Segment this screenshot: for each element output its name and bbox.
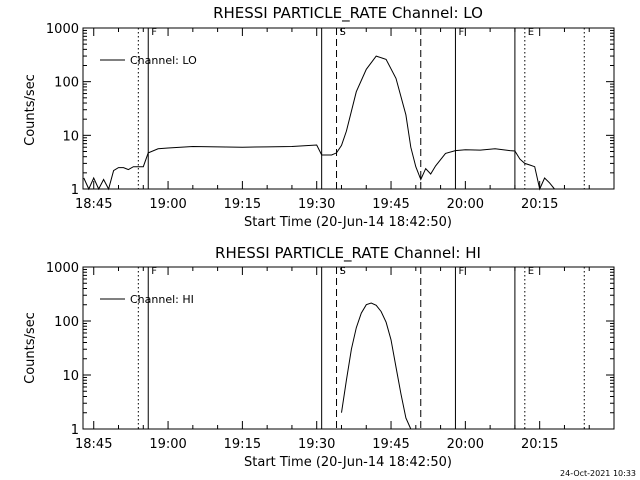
lo-y-tick-label: 10 [62, 129, 79, 144]
hi-x-tick-label: 19:45 [372, 437, 409, 452]
lo-x-tick-label: 19:00 [149, 197, 186, 212]
lo-legend-label: Channel: LO [130, 54, 197, 67]
lo-marker-label: F [151, 27, 157, 38]
hi-channel-panel: RHESSI PARTICLE_RATE Channel: HI Counts/… [23, 244, 615, 470]
lo-series-line [83, 55, 555, 191]
hi-x-tick-label: 20:00 [447, 437, 484, 452]
lo-plot-frame [82, 27, 615, 190]
hi-series-area [341, 302, 412, 430]
lo-x-tick-label: 19:45 [372, 197, 409, 212]
lo-axis-ticks: 1 10 100 1000 18:45 19:00 19:15 19:30 19:45 20:00… [46, 22, 614, 212]
footer-timestamp: 24-Oct-2021 10:33 [560, 469, 636, 478]
hi-y-tick-label: 100 [54, 315, 79, 330]
lo-y-axis-label: Counts/sec [23, 74, 38, 146]
lo-y-tick-label: 100 [54, 76, 79, 91]
hi-y-tick-label: 1 [71, 423, 79, 438]
lo-chart-title: RHESSI PARTICLE_RATE Channel: LO [213, 4, 483, 23]
lo-channel-panel: RHESSI PARTICLE_RATE Channel: LO Counts/… [23, 4, 615, 230]
lo-x-tick-label: 20:00 [447, 197, 484, 212]
hi-legend: Channel: HI [100, 293, 194, 306]
hi-x-tick-label: 18:45 [75, 437, 112, 452]
lo-marker-label: F [458, 27, 464, 38]
hi-marker-label: S [340, 266, 346, 277]
hi-marker-label: F [151, 266, 157, 277]
lo-series-area [83, 55, 555, 191]
lo-y-tick-label: 1000 [46, 22, 79, 37]
hi-series-line [341, 302, 412, 430]
lo-marker-label: E [528, 27, 534, 38]
hi-x-axis-label: Start Time (20-Jun-14 18:42:50) [244, 455, 452, 470]
hi-chart-title: RHESSI PARTICLE_RATE Channel: HI [215, 244, 481, 263]
hi-x-tick-label: 19:30 [298, 437, 335, 452]
hi-x-tick-label: 20:15 [521, 437, 558, 452]
lo-legend: Channel: LO [100, 54, 197, 67]
hi-plot-frame [82, 266, 615, 430]
hi-marker-label: F [458, 266, 464, 277]
lo-x-tick-label: 18:45 [75, 197, 112, 212]
lo-y-tick-label: 1 [71, 183, 79, 198]
hi-x-tick-label: 19:00 [149, 437, 186, 452]
hi-y-axis-label: Counts/sec [23, 312, 38, 384]
hi-y-tick-label: 1000 [46, 261, 79, 276]
lo-x-axis-label: Start Time (20-Jun-14 18:42:50) [244, 215, 452, 230]
hi-axis-ticks: 1 10 100 1000 18:45 19:00 19:15 19:30 19:45 20:00… [46, 261, 614, 452]
lo-x-tick-label: 19:30 [298, 197, 335, 212]
hi-legend-label: Channel: HI [130, 293, 194, 306]
hi-x-tick-label: 19:15 [224, 437, 261, 452]
lo-x-tick-label: 20:15 [521, 197, 558, 212]
hi-y-tick-label: 10 [62, 369, 79, 384]
hi-marker-label: E [528, 266, 534, 277]
lo-x-tick-label: 19:15 [224, 197, 261, 212]
lo-marker-label: S [340, 27, 346, 38]
